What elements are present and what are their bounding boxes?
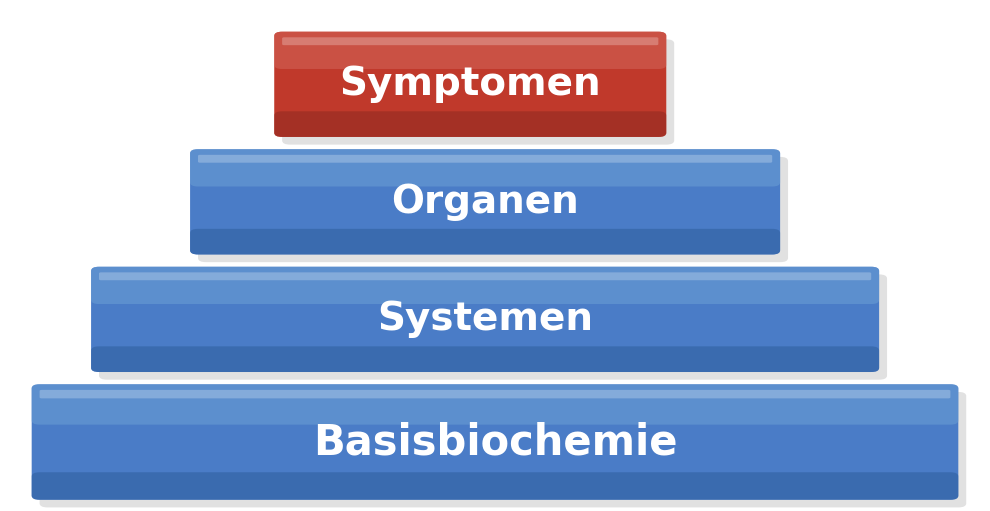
FancyBboxPatch shape	[274, 111, 666, 137]
Text: Systemen: Systemen	[377, 300, 593, 338]
FancyBboxPatch shape	[91, 346, 879, 372]
FancyBboxPatch shape	[190, 149, 780, 254]
FancyBboxPatch shape	[190, 149, 780, 187]
Text: Basisbiochemie: Basisbiochemie	[313, 421, 677, 463]
FancyBboxPatch shape	[91, 267, 879, 304]
FancyBboxPatch shape	[282, 39, 674, 145]
FancyBboxPatch shape	[32, 384, 958, 425]
FancyBboxPatch shape	[40, 392, 966, 507]
FancyBboxPatch shape	[198, 155, 772, 162]
Text: Organen: Organen	[391, 183, 579, 221]
FancyBboxPatch shape	[282, 37, 658, 45]
FancyBboxPatch shape	[99, 272, 871, 280]
FancyBboxPatch shape	[198, 157, 788, 262]
FancyBboxPatch shape	[99, 274, 887, 380]
FancyBboxPatch shape	[32, 472, 958, 500]
FancyBboxPatch shape	[91, 267, 879, 372]
FancyBboxPatch shape	[190, 229, 780, 254]
FancyBboxPatch shape	[32, 384, 958, 500]
FancyBboxPatch shape	[40, 390, 950, 399]
FancyBboxPatch shape	[274, 32, 666, 137]
FancyBboxPatch shape	[274, 32, 666, 69]
Text: Symptomen: Symptomen	[340, 65, 601, 103]
